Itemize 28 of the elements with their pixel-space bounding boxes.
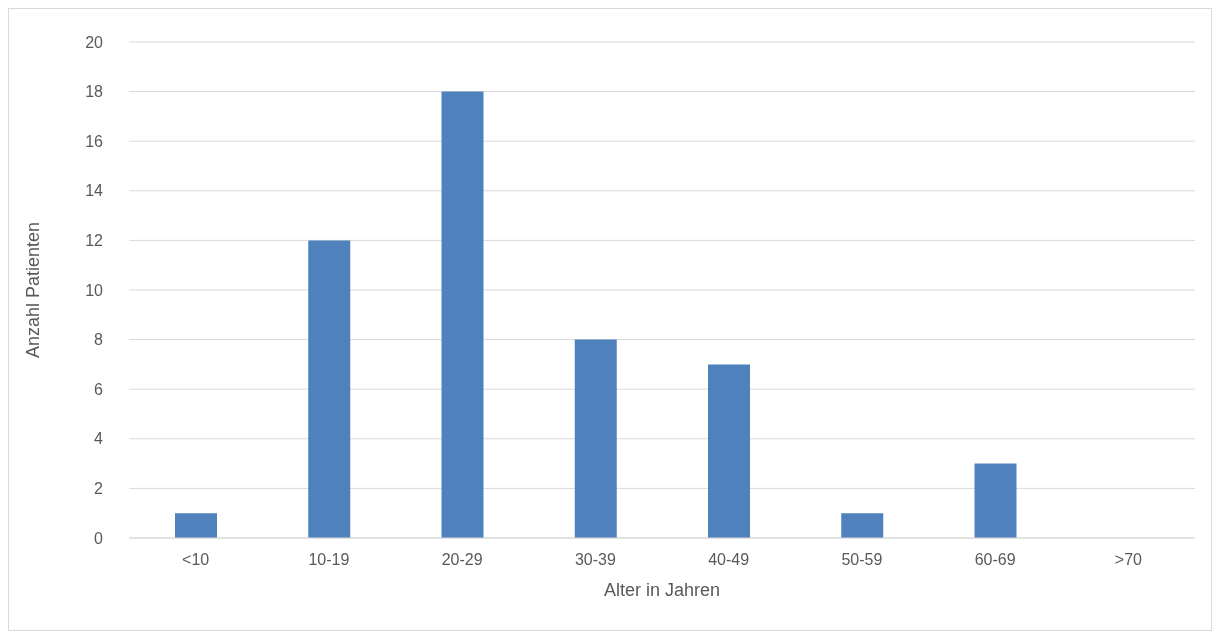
y-tick-label: 8: [94, 331, 104, 349]
bar: [308, 240, 351, 538]
bar: [974, 463, 1017, 538]
x-tick-label: <10: [182, 551, 210, 569]
x-tick-label: 40-49: [708, 551, 750, 569]
y-tick-label: 18: [85, 83, 104, 101]
x-tick-label: 60-69: [974, 551, 1016, 569]
bar: [175, 513, 217, 538]
y-tick-label: 14: [85, 182, 104, 200]
y-tick-label: 6: [94, 380, 104, 398]
bar: [441, 91, 484, 538]
bar: [574, 339, 617, 538]
y-axis-title: Anzahl Patienten: [23, 221, 44, 359]
bar: [708, 364, 750, 538]
x-tick-label: 50-59: [841, 551, 883, 569]
y-tick-label: 4: [94, 430, 104, 448]
y-tick-label: 0: [94, 529, 104, 547]
y-tick-label: 16: [85, 132, 104, 150]
x-tick-label: 30-39: [574, 551, 616, 569]
x-tick-label: 10-19: [308, 551, 350, 569]
x-axis-title: Alter in Jahren: [603, 580, 721, 600]
y-tick-label: 10: [85, 281, 104, 299]
bar: [841, 513, 884, 538]
x-tick-label: 20-29: [441, 551, 483, 569]
y-tick-label: 20: [85, 33, 104, 51]
y-tick-label: 2: [94, 480, 104, 498]
x-tick-label: >70: [1114, 551, 1143, 569]
y-tick-label: 12: [85, 232, 104, 250]
